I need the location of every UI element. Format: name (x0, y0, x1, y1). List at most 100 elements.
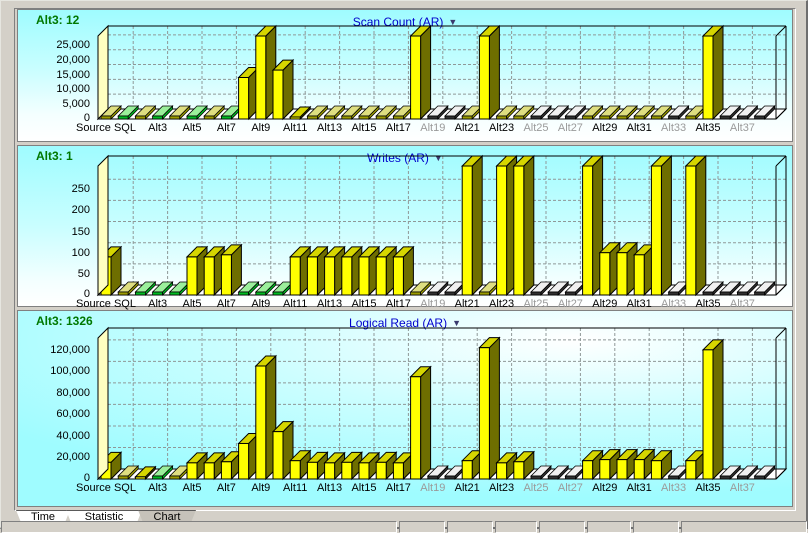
tile-Alt36[interactable] (719, 281, 742, 296)
tile-Alt1[interactable] (117, 281, 140, 296)
chart-title-dropdown[interactable]: Writes (AR) ▼ (18, 149, 792, 167)
tile-Alt10[interactable] (272, 281, 294, 296)
tile-Alt19[interactable] (426, 281, 449, 296)
tile-Alt6[interactable] (203, 105, 226, 120)
x-label-alt17: Alt17 (385, 122, 411, 134)
tile-Alt3[interactable] (151, 281, 174, 296)
tile-Alt32[interactable] (650, 105, 673, 120)
tile-Alt15[interactable] (358, 105, 380, 120)
tile-Alt29[interactable] (598, 105, 621, 120)
chart-title[interactable]: Logical Read (AR) (349, 316, 448, 330)
tile-Alt25[interactable] (530, 105, 552, 120)
tile-Alt31[interactable] (633, 105, 656, 120)
y-axis-tick-label: 100,000 (50, 365, 90, 378)
bar-Alt21[interactable] (460, 154, 484, 297)
tile-Alt14[interactable] (340, 105, 363, 120)
tile-Alt3[interactable] (151, 105, 174, 120)
tile-Alt36[interactable] (719, 105, 742, 120)
chart-stack: Alt3: 12 Scan Count (AR) ▼ 5,000 10,000 15,… (14, 8, 796, 511)
tile-Alt21[interactable] (461, 105, 484, 120)
tile-Alt26[interactable] (547, 465, 570, 480)
bar-Alt29[interactable] (598, 448, 622, 481)
bar-Alt24[interactable] (512, 154, 536, 297)
tile-Alt1[interactable] (117, 465, 140, 480)
tile-Alt38[interactable] (753, 281, 776, 296)
tile-Alt8[interactable] (237, 281, 260, 296)
bar-Alt22[interactable] (478, 24, 501, 121)
bar-Alt35[interactable] (701, 338, 725, 481)
tile-Alt28[interactable] (581, 105, 604, 120)
tile-Alt25[interactable] (530, 465, 552, 480)
tile-Alt25[interactable] (530, 281, 552, 296)
bar-Alt16[interactable] (374, 451, 398, 481)
tile-Alt37[interactable] (736, 281, 759, 296)
dropdown-arrow-icon[interactable]: ▼ (433, 153, 443, 163)
tile-Alt13[interactable] (323, 105, 346, 120)
tile-Alt3[interactable] (151, 465, 174, 480)
x-label-alt15: Alt15 (351, 122, 377, 134)
tile-Alt2[interactable] (134, 105, 157, 120)
bar-Alt6[interactable] (202, 451, 226, 481)
bar-Alt10[interactable] (271, 58, 295, 121)
tile-Alt26[interactable] (547, 281, 570, 296)
bar-Alt5[interactable] (185, 451, 209, 481)
bar-Alt11[interactable] (288, 449, 312, 481)
tile-Alt9[interactable] (254, 281, 277, 296)
chart-header: Alt3: 1326 Logical Read (AR) ▼ (18, 314, 792, 330)
x-label-alt19: Alt19 (420, 122, 446, 134)
y-axis-tick-label: 250 (71, 183, 90, 196)
tile-Alt37[interactable] (736, 465, 759, 480)
tile-Alt27[interactable] (564, 105, 587, 120)
x-label-alt17: Alt17 (385, 298, 411, 310)
bar-Alt18[interactable] (409, 24, 432, 121)
bar-Alt28[interactable] (581, 449, 604, 481)
tile-Alt16[interactable] (375, 105, 398, 120)
dropdown-arrow-icon[interactable]: ▼ (452, 318, 461, 328)
bar-Alt14[interactable] (340, 245, 364, 297)
bar-Alt35[interactable] (701, 24, 725, 121)
dropdown-arrow-icon[interactable]: ▼ (448, 17, 458, 27)
tile-Alt18[interactable] (409, 281, 432, 296)
bar-Alt14[interactable] (340, 451, 364, 481)
y-axis-tick-label: 5,000 (62, 98, 90, 111)
y-axis-tick-label: 20,000 (56, 53, 90, 66)
tile-Alt30[interactable] (616, 105, 638, 120)
tile-Alt23[interactable] (495, 105, 518, 120)
tile-Alt1[interactable] (117, 105, 140, 120)
chart-title-dropdown[interactable]: Logical Read (AR) ▼ (18, 314, 792, 332)
tile-Alt33[interactable] (667, 465, 690, 480)
bar-Alt17[interactable] (392, 245, 415, 297)
bar-Alt32[interactable] (650, 449, 673, 481)
bar-Alt12[interactable] (306, 451, 329, 481)
tile-Alt26[interactable] (547, 105, 570, 120)
tile-Alt36[interactable] (719, 465, 742, 480)
bar-Alt11[interactable] (288, 105, 312, 121)
bar-Alt24[interactable] (512, 450, 536, 481)
bar-Alt32[interactable] (650, 154, 673, 297)
bar-Alt34[interactable] (684, 154, 708, 297)
bar-Alt7[interactable] (220, 243, 243, 297)
bar-Alt22[interactable] (478, 336, 501, 481)
y-axis-tick-label: 50 (77, 267, 90, 280)
x-label-alt11: Alt11 (283, 122, 308, 134)
tile-Alt35[interactable] (702, 281, 724, 296)
tile-Alt12[interactable] (306, 105, 329, 120)
tile-Alt19[interactable] (426, 105, 449, 120)
tile-Alt38[interactable] (753, 465, 776, 480)
bar-Alt31[interactable] (632, 448, 656, 481)
tile-Alt2[interactable] (134, 281, 157, 296)
tile-Alt5[interactable] (186, 105, 208, 120)
tile-Alt20[interactable] (444, 105, 466, 120)
tile-Alt4[interactable] (168, 105, 191, 120)
status-pane (447, 521, 493, 533)
tile-Alt24[interactable] (512, 105, 535, 120)
y-axis-tick-label: 10,000 (56, 83, 90, 96)
bar-Alt23[interactable] (495, 451, 518, 481)
bar-Alt2[interactable] (134, 465, 157, 481)
tile-Alt38[interactable] (753, 105, 776, 120)
chart-title[interactable]: Writes (AR) (367, 151, 429, 165)
tile-Alt37[interactable] (736, 105, 759, 120)
tile-Alt19[interactable] (426, 465, 449, 480)
bar-Alt18[interactable] (409, 365, 432, 481)
tile-Alt33[interactable] (667, 105, 690, 120)
